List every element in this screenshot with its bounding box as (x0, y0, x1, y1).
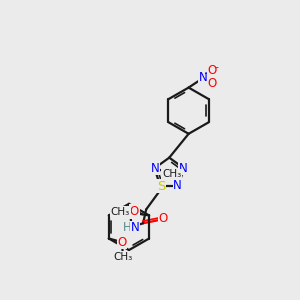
Text: N: N (173, 179, 182, 192)
Text: CH₃: CH₃ (113, 252, 132, 262)
Text: O: O (207, 77, 217, 90)
Text: O: O (207, 64, 217, 77)
Text: N: N (131, 221, 140, 234)
Text: N: N (151, 162, 160, 175)
Text: -: - (214, 62, 218, 72)
Text: CH₃: CH₃ (111, 207, 130, 217)
Text: N: N (199, 71, 208, 84)
Text: S: S (157, 180, 165, 193)
Text: CH₃: CH₃ (162, 169, 181, 179)
Text: +: + (203, 69, 211, 78)
Text: O: O (130, 205, 139, 218)
Text: H: H (123, 221, 132, 234)
Text: N: N (179, 162, 188, 175)
Text: O: O (159, 212, 168, 225)
Text: O: O (117, 236, 127, 249)
